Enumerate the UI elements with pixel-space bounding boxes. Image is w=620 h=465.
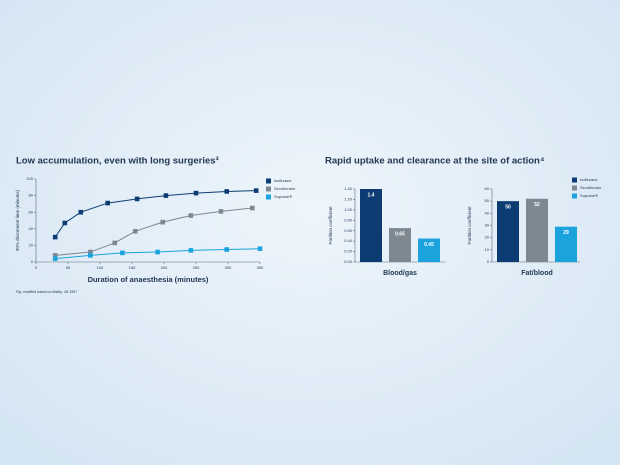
y-tick-label: 80 — [29, 193, 34, 198]
y-tick-label: 60 — [29, 209, 34, 214]
y-tick-label: 0.40 — [344, 238, 353, 243]
x-tick-label: 350 — [257, 265, 264, 270]
chart-title: Rapid uptake and clearance at the site o… — [325, 156, 545, 167]
legend-label: Isoflurane — [274, 178, 292, 183]
data-point — [88, 249, 93, 255]
y-axis-label: 90% decrement time (minutes) — [15, 189, 20, 251]
y-tick-label: 60 — [485, 186, 490, 191]
x-tick-label: 50 — [66, 265, 71, 270]
x-tick-label: 0 — [35, 265, 38, 270]
x-tick-label: 150 — [129, 265, 136, 270]
y-tick-label: 20 — [29, 242, 34, 247]
bar — [360, 189, 382, 262]
data-point — [105, 200, 110, 206]
x-tick-label: 100 — [97, 265, 104, 270]
bar-value-label: 50 — [505, 204, 511, 210]
y-tick-label: 30 — [485, 223, 490, 228]
y-axis-label: Partition coefficient — [328, 206, 333, 245]
data-point — [224, 247, 230, 252]
bar — [555, 226, 577, 262]
data-point — [257, 246, 263, 252]
legend-swatch — [266, 194, 271, 200]
footnote: Fig. modified based on Bailey, JM 1997 — [16, 290, 78, 294]
data-point — [250, 205, 255, 211]
x-tick-label: 250 — [193, 265, 200, 270]
legend-label: Suprane® — [580, 193, 598, 198]
y-tick-label: 100 — [26, 176, 33, 181]
data-point — [193, 190, 199, 196]
y-tick-label: 0 — [487, 259, 490, 264]
data-point — [134, 196, 140, 202]
legend-swatch — [266, 186, 271, 192]
y-tick-label: 50 — [485, 198, 490, 203]
y-tick-label: 0.20 — [344, 249, 353, 254]
data-point — [188, 213, 194, 218]
legend-swatch — [266, 178, 271, 184]
data-point — [218, 209, 224, 214]
y-tick-label: 40 — [485, 210, 490, 215]
x-axis-label: Fat/blood — [521, 270, 553, 277]
data-point — [188, 248, 194, 253]
y-tick-label: 0 — [31, 259, 34, 264]
data-point — [52, 234, 58, 240]
y-tick-label: 40 — [29, 226, 34, 231]
y-tick-label: 10 — [485, 247, 490, 252]
bar-value-label: 29 — [563, 230, 569, 236]
y-tick-label: 0.60 — [344, 228, 353, 233]
legend-swatch — [572, 193, 577, 199]
data-point — [88, 253, 93, 258]
data-point — [112, 240, 118, 246]
legend-label: Sevoflurane — [274, 186, 296, 191]
x-tick-label: 200 — [161, 265, 168, 270]
legend-swatch — [572, 185, 577, 191]
legend-label: Suprane® — [274, 194, 292, 199]
data-point — [132, 228, 138, 234]
data-point — [78, 209, 84, 215]
data-point — [62, 220, 68, 226]
bar-value-label: 1.4 — [368, 192, 375, 198]
legend-label: Isoflurane — [580, 177, 598, 182]
y-axis-label: Partition coefficient — [467, 206, 472, 245]
bar — [526, 198, 548, 262]
y-tick-label: 0.00 — [344, 259, 353, 264]
x-axis-label: Blood/gas — [383, 270, 417, 277]
y-tick-label: 20 — [485, 235, 490, 240]
y-tick-label: 1.00 — [344, 207, 353, 212]
series-line — [55, 207, 253, 256]
chart-title: Low accumulation, even with long surgeri… — [16, 156, 219, 167]
y-tick-label: 1.40 — [344, 186, 353, 191]
bar — [389, 228, 411, 262]
data-point — [52, 253, 58, 258]
data-point — [163, 193, 169, 198]
y-tick-label: 0.80 — [344, 217, 353, 222]
data-point — [253, 188, 259, 193]
data-point — [160, 219, 166, 225]
data-point — [224, 189, 230, 194]
data-point — [52, 256, 58, 261]
bar — [418, 238, 440, 262]
x-tick-label: 300 — [225, 265, 232, 270]
legend-label: Sevoflurane — [580, 185, 602, 190]
y-tick-label: 1.20 — [344, 196, 353, 201]
data-point — [120, 250, 125, 256]
bar-value-label: 52 — [534, 202, 540, 208]
bar-value-label: 0.65 — [395, 231, 405, 237]
bar-value-label: 0.45 — [424, 242, 434, 248]
bar — [497, 201, 519, 262]
data-point — [155, 249, 160, 255]
legend-swatch — [572, 177, 577, 183]
x-axis-label: Duration of anaesthesia (minutes) — [88, 275, 209, 284]
